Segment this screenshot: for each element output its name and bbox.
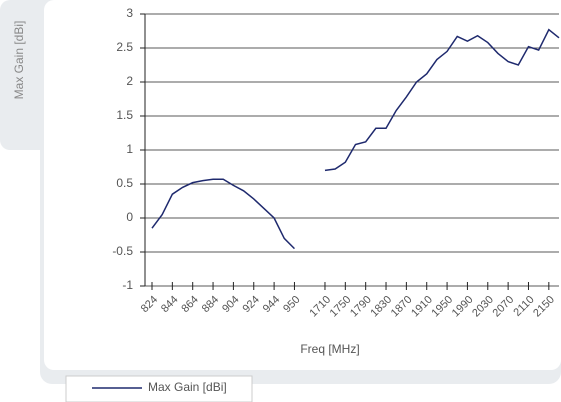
data-line — [324, 28, 560, 172]
data-line — [151, 178, 295, 250]
y-tick-label: 2.5 — [116, 40, 133, 54]
legend — [65, 375, 253, 402]
x-axis-label: Freq [MHz] — [300, 342, 359, 356]
y-tick-label: 0 — [126, 210, 133, 224]
plot-panel — [44, 0, 561, 370]
y-tick-label: -0.5 — [112, 244, 133, 258]
y-tick-label: 3 — [126, 6, 133, 20]
y-tick-label: 0.5 — [116, 176, 133, 190]
y-tick-label: 1 — [126, 142, 133, 156]
legend-label: Max Gain [dBi] — [148, 380, 227, 394]
y-axis-label: Max Gain [dBi] — [12, 21, 26, 100]
y-tick-label: 2 — [126, 74, 133, 88]
y-tick-label: -1 — [122, 278, 133, 292]
y-tick-label: 1.5 — [116, 108, 133, 122]
